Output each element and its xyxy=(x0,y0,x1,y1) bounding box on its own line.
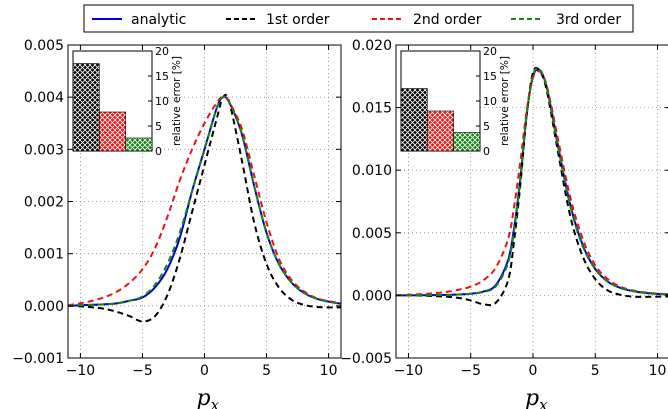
inset-y-tick-label: 10 xyxy=(483,95,497,108)
y-tick-label: 0.001 xyxy=(24,247,64,263)
x-tick-label: −5 xyxy=(132,363,153,379)
x-tick-label: 5 xyxy=(262,363,271,379)
inset-bar xyxy=(72,63,100,152)
x-axis-label-subscript: x xyxy=(539,396,548,409)
inset-y-axis-label: relative error [%] xyxy=(499,56,511,146)
y-tick-label: −0.005 xyxy=(340,351,392,367)
inset-y-tick-label: 10 xyxy=(155,95,169,108)
inset-y-tick-label: 20 xyxy=(483,45,497,58)
inset-bar xyxy=(99,111,126,152)
x-tick-label: 10 xyxy=(649,363,667,379)
series-line-3rd-order xyxy=(396,67,668,297)
inset-y-tick-label: 15 xyxy=(155,70,169,83)
x-axis-label: px xyxy=(197,386,220,409)
x-tick-label: −5 xyxy=(460,363,481,379)
y-tick-label: 0.010 xyxy=(352,163,392,179)
series-line-3rd-order xyxy=(68,95,341,307)
legend: analytic 1st order 2nd order 3rd order xyxy=(83,4,634,33)
legend-label-3rd-order: 3rd order xyxy=(556,12,621,28)
x-tick-label: 5 xyxy=(591,363,600,379)
legend-entry-1st-order: 1st order xyxy=(226,12,330,28)
inset-y-tick-label: 5 xyxy=(155,120,162,133)
legend-frame xyxy=(83,4,634,33)
legend-entry-2nd-order: 2nd order xyxy=(372,12,482,28)
inset-bar xyxy=(453,132,481,152)
inset-bar xyxy=(400,88,428,152)
chart-panel-left: −10 −5 0 5 10 −0.001 0.000 0.001 0.002 0.003 0.004… xyxy=(12,38,342,409)
inset-y-tick-label: 5 xyxy=(483,120,490,133)
y-tick-label: 0.003 xyxy=(24,142,64,158)
legend-label-2nd-order: 2nd order xyxy=(413,12,482,28)
x-tick-label: −10 xyxy=(66,363,96,379)
inset-bar xyxy=(125,137,153,152)
y-tick-label: −0.001 xyxy=(12,351,64,367)
y-tick-label: 0.000 xyxy=(24,299,64,315)
inset-y-axis-label: relative error [%] xyxy=(171,56,183,146)
y-tick-label: 0.015 xyxy=(352,101,392,117)
series-line-2nd-order xyxy=(68,96,341,307)
x-tick-label: 0 xyxy=(200,363,209,379)
y-tick-label: 0.020 xyxy=(352,38,392,54)
x-axis-label: px xyxy=(525,386,548,409)
series-line-1st-order xyxy=(396,66,668,307)
series-group xyxy=(396,66,668,307)
x-tick-label: 10 xyxy=(320,363,338,379)
inset-bar xyxy=(427,110,454,152)
y-tick-label: 0.000 xyxy=(352,288,392,304)
series-line-1st-order xyxy=(68,93,341,323)
series-group xyxy=(68,93,341,323)
legend-label-analytic: analytic xyxy=(131,12,186,28)
y-tick-label: 0.002 xyxy=(24,195,64,211)
inset-y-tick-label: 0 xyxy=(483,145,490,158)
y-tick-label: 0.004 xyxy=(24,90,64,106)
inset-y-tick-label: 0 xyxy=(155,145,162,158)
legend-entry-3rd-order: 3rd order xyxy=(511,12,621,28)
chart-panel-right: −10 −5 0 5 10 −0.005 0.000 0.005 0.010 0.015 0.020… xyxy=(340,38,668,409)
legend-entry-analytic: analytic xyxy=(92,12,186,28)
y-tick-label: 0.005 xyxy=(352,226,392,242)
inset-y-tick-label: 15 xyxy=(483,70,497,83)
x-tick-label: −10 xyxy=(394,363,424,379)
x-axis-label-subscript: x xyxy=(211,396,220,409)
legend-label-1st-order: 1st order xyxy=(266,12,330,28)
y-tick-label: 0.005 xyxy=(24,38,64,54)
x-tick-label: 0 xyxy=(529,363,538,379)
inset-y-tick-label: 20 xyxy=(155,45,169,58)
